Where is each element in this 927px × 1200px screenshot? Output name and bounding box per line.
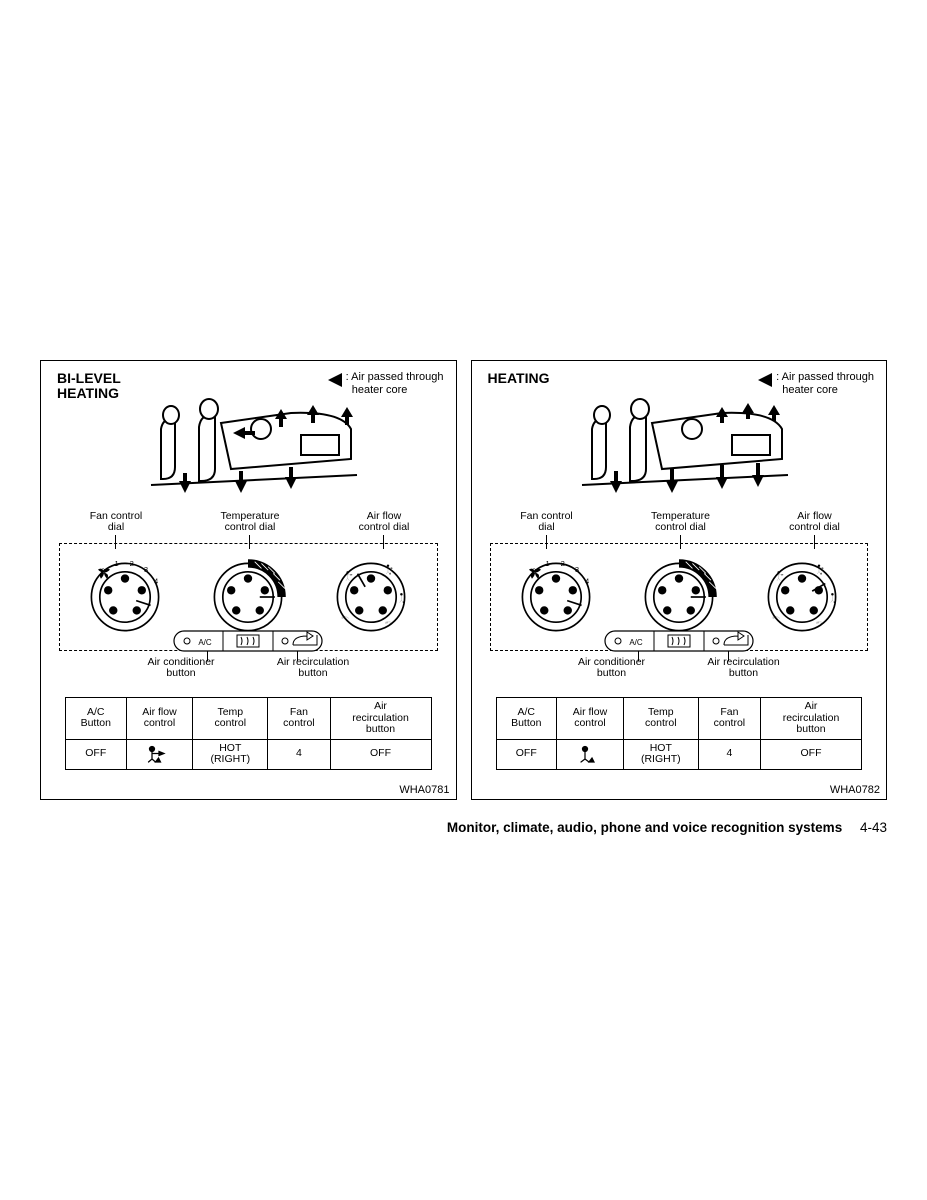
fan-dial-icon: 0 1 2 3 4 xyxy=(514,555,598,639)
label-flow-dial: Air flow control dial xyxy=(329,511,439,533)
th-temp: Temp control xyxy=(193,698,268,740)
label-ac-button: Air conditioner button xyxy=(552,657,672,679)
label-ac-button: Air conditioner button xyxy=(121,657,241,679)
th-fan: Fan control xyxy=(268,698,330,740)
th-fan: Fan control xyxy=(698,698,760,740)
cabin-airflow-illustration xyxy=(572,389,802,499)
flow-dial-icon xyxy=(760,555,844,639)
label-recirc-button: Air recirculation button xyxy=(253,657,373,679)
svg-text:A/C: A/C xyxy=(629,638,643,647)
label-temp-dial: Temperature control dial xyxy=(626,511,736,533)
svg-text:A/C: A/C xyxy=(199,638,213,647)
th-ac: A/C Button xyxy=(496,698,557,740)
table-header-row: A/C Button Air flow control Temp control… xyxy=(496,698,862,740)
fan-mark-0: 0 xyxy=(101,566,105,575)
td-fan: 4 xyxy=(268,739,330,769)
th-recirc: Air recirculation button xyxy=(330,698,431,740)
cabin-svg-icon xyxy=(141,389,371,499)
th-airflow: Air flow control xyxy=(126,698,193,740)
flow-dial-icon xyxy=(329,555,413,639)
fan-mark-4: 4 xyxy=(585,577,589,586)
temp-dial-icon xyxy=(206,555,290,639)
panel-bilevel-heating: BI-LEVEL HEATING : Air passed through he… xyxy=(40,360,457,800)
airflow-control-dial xyxy=(316,555,426,639)
label-temp-dial: Temperature control dial xyxy=(195,511,305,533)
footer-page-number: 4-43 xyxy=(860,820,887,835)
label-flow-dial: Air flow control dial xyxy=(760,511,870,533)
table-header-row: A/C Button Air flow control Temp control… xyxy=(66,698,432,740)
button-strip-icon: A/C xyxy=(173,630,323,652)
cabin-svg-icon xyxy=(572,389,802,499)
temp-dial-icon xyxy=(637,555,721,639)
legend-arrow-icon xyxy=(758,373,772,387)
legend-arrow-icon xyxy=(328,373,342,387)
label-fan-dial: Fan control dial xyxy=(492,511,602,533)
fan-dial-icon: 0 1 2 3 4 xyxy=(83,555,167,639)
panel-title: BI-LEVEL HEATING xyxy=(57,371,121,402)
footer-section-title: Monitor, climate, audio, phone and voice… xyxy=(447,820,842,835)
temperature-control-dial xyxy=(624,555,734,639)
th-ac: A/C Button xyxy=(66,698,127,740)
fan-mark-3: 3 xyxy=(575,565,579,574)
fan-mark-0: 0 xyxy=(532,566,536,575)
control-dial-cluster: 0 1 2 3 4 xyxy=(490,543,869,651)
figure-code: WHA0781 xyxy=(399,784,449,796)
temperature-control-dial xyxy=(193,555,303,639)
settings-table: A/C Button Air flow control Temp control… xyxy=(496,697,863,770)
table-value-row: OFF HOT (RIGHT) 4 OFF xyxy=(66,739,432,769)
fan-mark-2: 2 xyxy=(561,559,565,568)
td-recirc: OFF xyxy=(761,739,862,769)
td-recirc: OFF xyxy=(330,739,431,769)
figure-code: WHA0782 xyxy=(830,784,880,796)
fan-mark-4: 4 xyxy=(154,577,158,586)
panel-title: HEATING xyxy=(488,371,550,386)
td-temp: HOT (RIGHT) xyxy=(623,739,698,769)
fan-control-dial: 0 1 2 3 4 xyxy=(501,555,611,639)
floor-mode-icon xyxy=(575,745,605,763)
cabin-airflow-illustration xyxy=(141,389,371,499)
settings-table: A/C Button Air flow control Temp control… xyxy=(65,697,432,770)
th-airflow: Air flow control xyxy=(557,698,624,740)
label-fan-dial: Fan control dial xyxy=(61,511,171,533)
fan-control-dial: 0 1 2 3 4 xyxy=(70,555,180,639)
page-footer: Monitor, climate, audio, phone and voice… xyxy=(447,820,887,835)
label-recirc-button: Air recirculation button xyxy=(684,657,804,679)
bilevel-mode-icon xyxy=(144,745,174,763)
td-ac: OFF xyxy=(496,739,557,769)
th-recirc: Air recirculation button xyxy=(761,698,862,740)
td-airflow-icon xyxy=(557,739,624,769)
th-temp: Temp control xyxy=(623,698,698,740)
manual-page: BI-LEVEL HEATING : Air passed through he… xyxy=(40,360,887,800)
button-strip-icon: A/C xyxy=(604,630,754,652)
table-value-row: OFF HOT (RIGHT) 4 OFF xyxy=(496,739,862,769)
td-temp: HOT (RIGHT) xyxy=(193,739,268,769)
control-dial-cluster: 0 1 2 3 4 xyxy=(59,543,438,651)
td-fan: 4 xyxy=(698,739,760,769)
fan-mark-2: 2 xyxy=(130,559,134,568)
td-airflow-icon xyxy=(126,739,193,769)
fan-mark-1: 1 xyxy=(115,559,119,568)
fan-mark-1: 1 xyxy=(545,559,549,568)
td-ac: OFF xyxy=(66,739,127,769)
panel-heating: HEATING : Air passed through heater core xyxy=(471,360,888,800)
airflow-control-dial xyxy=(747,555,857,639)
diagram-panels-row: BI-LEVEL HEATING : Air passed through he… xyxy=(40,360,887,800)
fan-mark-3: 3 xyxy=(144,565,148,574)
